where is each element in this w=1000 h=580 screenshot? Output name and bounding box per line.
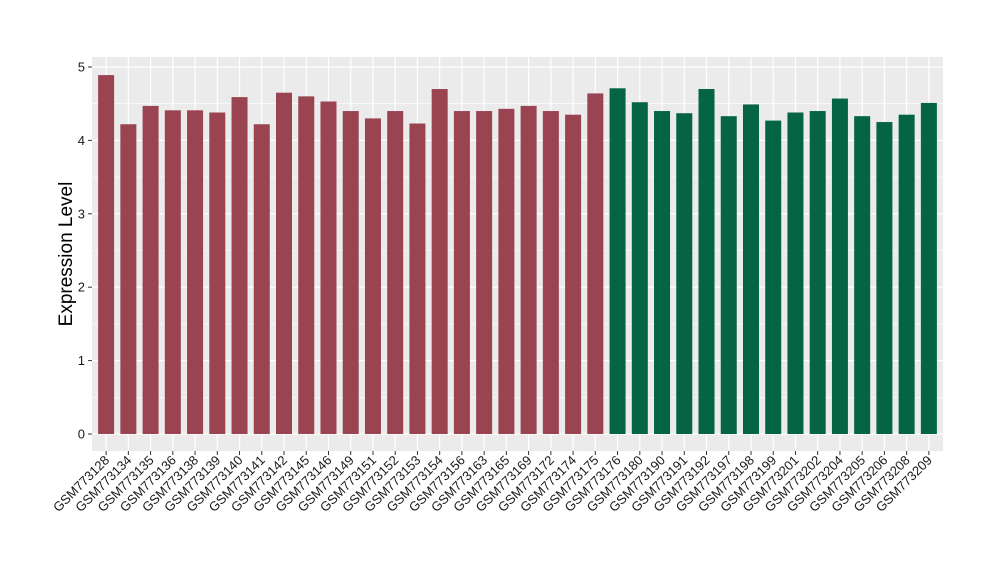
bar-GSM773145 [298, 96, 315, 435]
bar-GSM773146 [320, 101, 337, 435]
bar-GSM773154 [431, 89, 448, 435]
bar-GSM773209 [920, 102, 937, 434]
bar-GSM773191 [676, 113, 693, 434]
bar-GSM773202 [809, 111, 826, 434]
y-tick-label: 5 [78, 60, 85, 75]
bar-GSM773163 [476, 111, 493, 434]
bar-GSM773174 [565, 114, 582, 435]
bar-GSM773204 [831, 98, 848, 434]
x-axis: GSM773128GSM773134GSM773135GSM773136GSM7… [50, 451, 935, 515]
bar-GSM773139 [209, 112, 226, 435]
bar-GSM773134 [120, 124, 137, 434]
y-axis-title: Expression Level [56, 182, 77, 327]
y-tick-label: 0 [78, 427, 85, 442]
bar-GSM773151 [364, 118, 381, 434]
bar-GSM773149 [342, 111, 359, 434]
bar-GSM773156 [453, 111, 470, 434]
bar-GSM773128 [98, 75, 115, 434]
bar-GSM773190 [654, 111, 671, 434]
bars [98, 75, 937, 435]
bar-GSM773152 [387, 111, 404, 434]
bar-GSM773201 [787, 112, 804, 435]
y-axis: 0 1 2 3 4 5 [78, 60, 92, 442]
y-tick-label: 1 [78, 353, 85, 368]
bar-GSM773153 [409, 123, 426, 434]
bar-GSM773141 [253, 124, 270, 434]
y-tick-label: 3 [78, 206, 85, 221]
y-tick-label: 4 [78, 133, 85, 148]
bar-GSM773205 [854, 116, 871, 434]
bar-GSM773208 [898, 114, 915, 435]
y-tick-label: 2 [78, 280, 85, 295]
bar-GSM773175 [587, 93, 604, 434]
bar-GSM773199 [765, 120, 782, 434]
bar-GSM773140 [231, 97, 248, 435]
bar-GSM773165 [498, 108, 515, 434]
bar-GSM773206 [876, 122, 893, 435]
bar-GSM773176 [609, 88, 626, 434]
bar-GSM773198 [742, 104, 759, 435]
bar-GSM773169 [520, 105, 537, 434]
bar-GSM773172 [542, 111, 559, 434]
bar-GSM773135 [142, 105, 159, 434]
bar-GSM773197 [720, 116, 737, 434]
bar-GSM773136 [164, 110, 181, 434]
bar-GSM773180 [631, 102, 648, 435]
bar-GSM773138 [187, 110, 204, 434]
bar-GSM773192 [698, 89, 715, 435]
bar-GSM773142 [276, 92, 293, 434]
